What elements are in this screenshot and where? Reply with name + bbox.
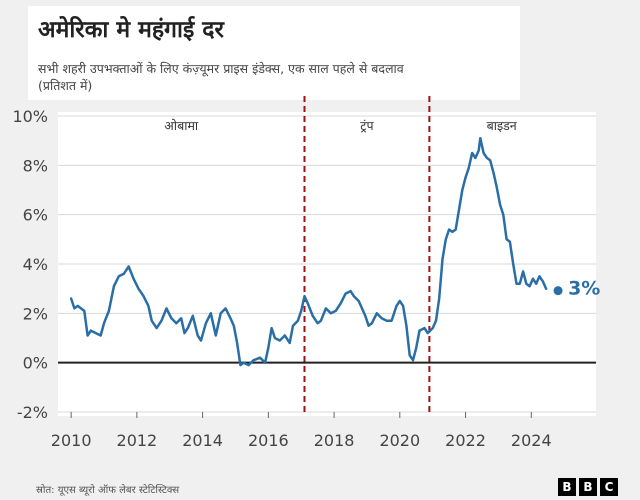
footer: स्रोत: यूएस ब्यूरो ऑफ लेबर स्टेटिस्टिक्स… — [0, 474, 640, 500]
bbc-logo: B B C — [558, 478, 618, 496]
y-tick-label: 6% — [23, 206, 48, 225]
x-tick-label: 2022 — [445, 431, 486, 450]
x-tick-label: 2020 — [379, 431, 420, 450]
chart-title: अमेरिका मे महंगाई दर — [38, 17, 224, 43]
x-tick-label: 2012 — [117, 431, 158, 450]
x-tick-label: 2016 — [248, 431, 289, 450]
subtitle-line-1: सभी शहरी उपभक्ताओं के लिए कंज़्यूमर प्रा… — [38, 61, 404, 76]
y-tick-label: 2% — [23, 304, 48, 323]
source-note: स्रोत: यूएस ब्यूरो ऑफ लेबर स्टेटिस्टिक्स — [36, 485, 180, 496]
y-tick-label: 0% — [23, 354, 48, 373]
latest-value-label: 3% — [568, 278, 600, 300]
period-label: बाइडन — [487, 118, 518, 133]
x-tick-label: 2024 — [511, 431, 552, 450]
y-tick-label: 8% — [23, 156, 48, 175]
inflation-series-line — [69, 136, 548, 367]
y-tick-label: 10% — [12, 107, 48, 126]
logo-letter-b1: B — [558, 478, 576, 496]
subtitle-line-2: (प्रतिशत में) — [38, 78, 93, 93]
period-label: ओबामा — [164, 118, 199, 133]
header-panel: अमेरिका मे महंगाई दर सभी शहरी उपभक्ताओं … — [28, 6, 520, 100]
chart-subtitle: सभी शहरी उपभक्ताओं के लिए कंज़्यूमर प्रा… — [38, 60, 508, 94]
logo-letter-c: C — [600, 478, 618, 496]
latest-point-marker — [553, 286, 563, 296]
x-tick-label: 2014 — [182, 431, 223, 450]
period-label: ट्रंप — [360, 118, 374, 133]
x-tick-label: 2010 — [51, 431, 92, 450]
logo-letter-b2: B — [579, 478, 597, 496]
y-tick-label: -2% — [17, 403, 48, 422]
y-tick-label: 4% — [23, 255, 48, 274]
x-tick-label: 2018 — [314, 431, 355, 450]
